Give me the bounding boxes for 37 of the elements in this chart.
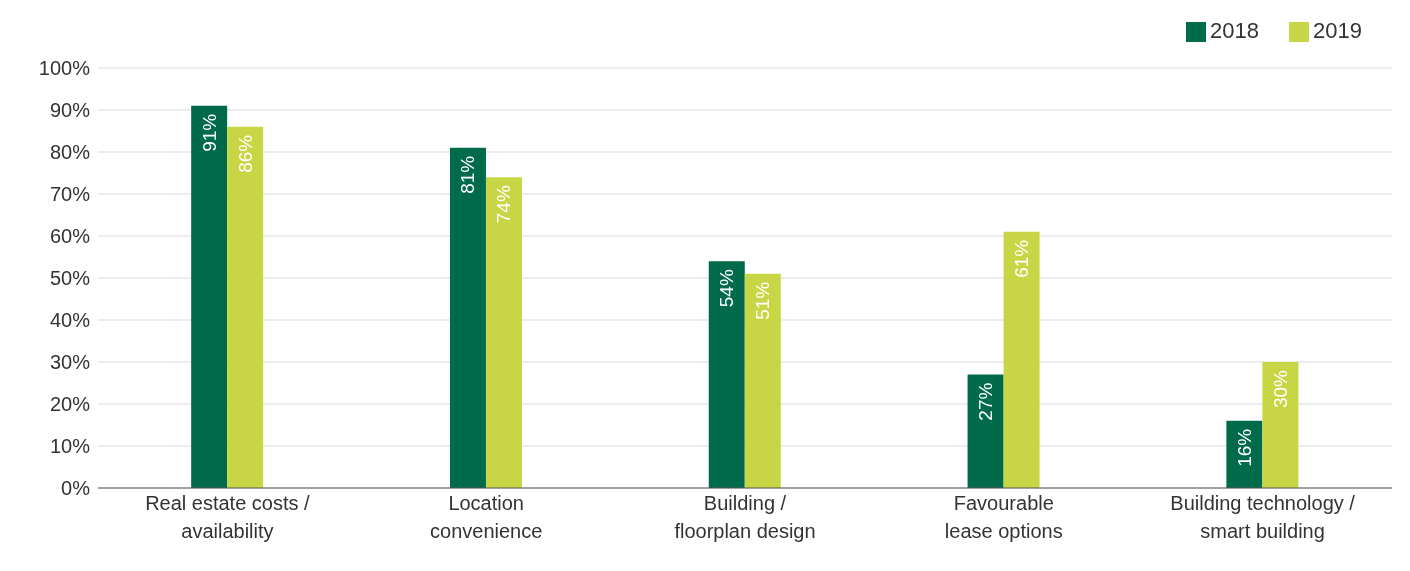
y-tick-label: 50% [49, 267, 91, 290]
data-label: 27% [975, 382, 997, 421]
bar [449, 147, 486, 488]
bar [708, 261, 745, 488]
y-tick-label: 30% [49, 351, 91, 374]
bar [1262, 362, 1299, 488]
data-label: 74% [493, 185, 515, 224]
data-label: 91% [198, 113, 220, 152]
data-label: 16% [1233, 428, 1255, 467]
y-tick-label: 80% [49, 141, 91, 164]
x-tick-label: Favourable lease options [944, 492, 1063, 542]
data-label: 81% [457, 155, 479, 194]
bar [191, 105, 228, 488]
bar [485, 177, 522, 488]
data-label: 61% [1011, 239, 1033, 278]
y-tick-label: 10% [49, 435, 91, 458]
data-label: 51% [752, 281, 774, 320]
legend-label: 2019 [1313, 18, 1362, 43]
bar [1003, 231, 1040, 488]
legend-label: 2018 [1210, 18, 1260, 43]
y-tick-label: 100% [38, 57, 91, 80]
x-tick-label: Location convenience [430, 492, 543, 542]
x-tick-label: Real estate costs / availability [145, 492, 311, 542]
data-label: 86% [234, 134, 256, 173]
y-tick-label: 70% [49, 183, 91, 206]
x-tick-label: Building technology / smart building [1170, 492, 1356, 542]
y-tick-label: 0% [61, 477, 91, 500]
bar [967, 374, 1004, 488]
bar [227, 126, 264, 488]
bar [744, 273, 781, 488]
data-label: 30% [1269, 369, 1291, 409]
y-tick-label: 90% [49, 99, 91, 122]
y-tick-label: 20% [49, 393, 91, 416]
data-label: 54% [716, 269, 738, 308]
x-tick-label: Building / floorplan design [674, 492, 816, 542]
y-tick-label: 60% [49, 225, 91, 248]
y-tick-label: 40% [49, 309, 91, 332]
